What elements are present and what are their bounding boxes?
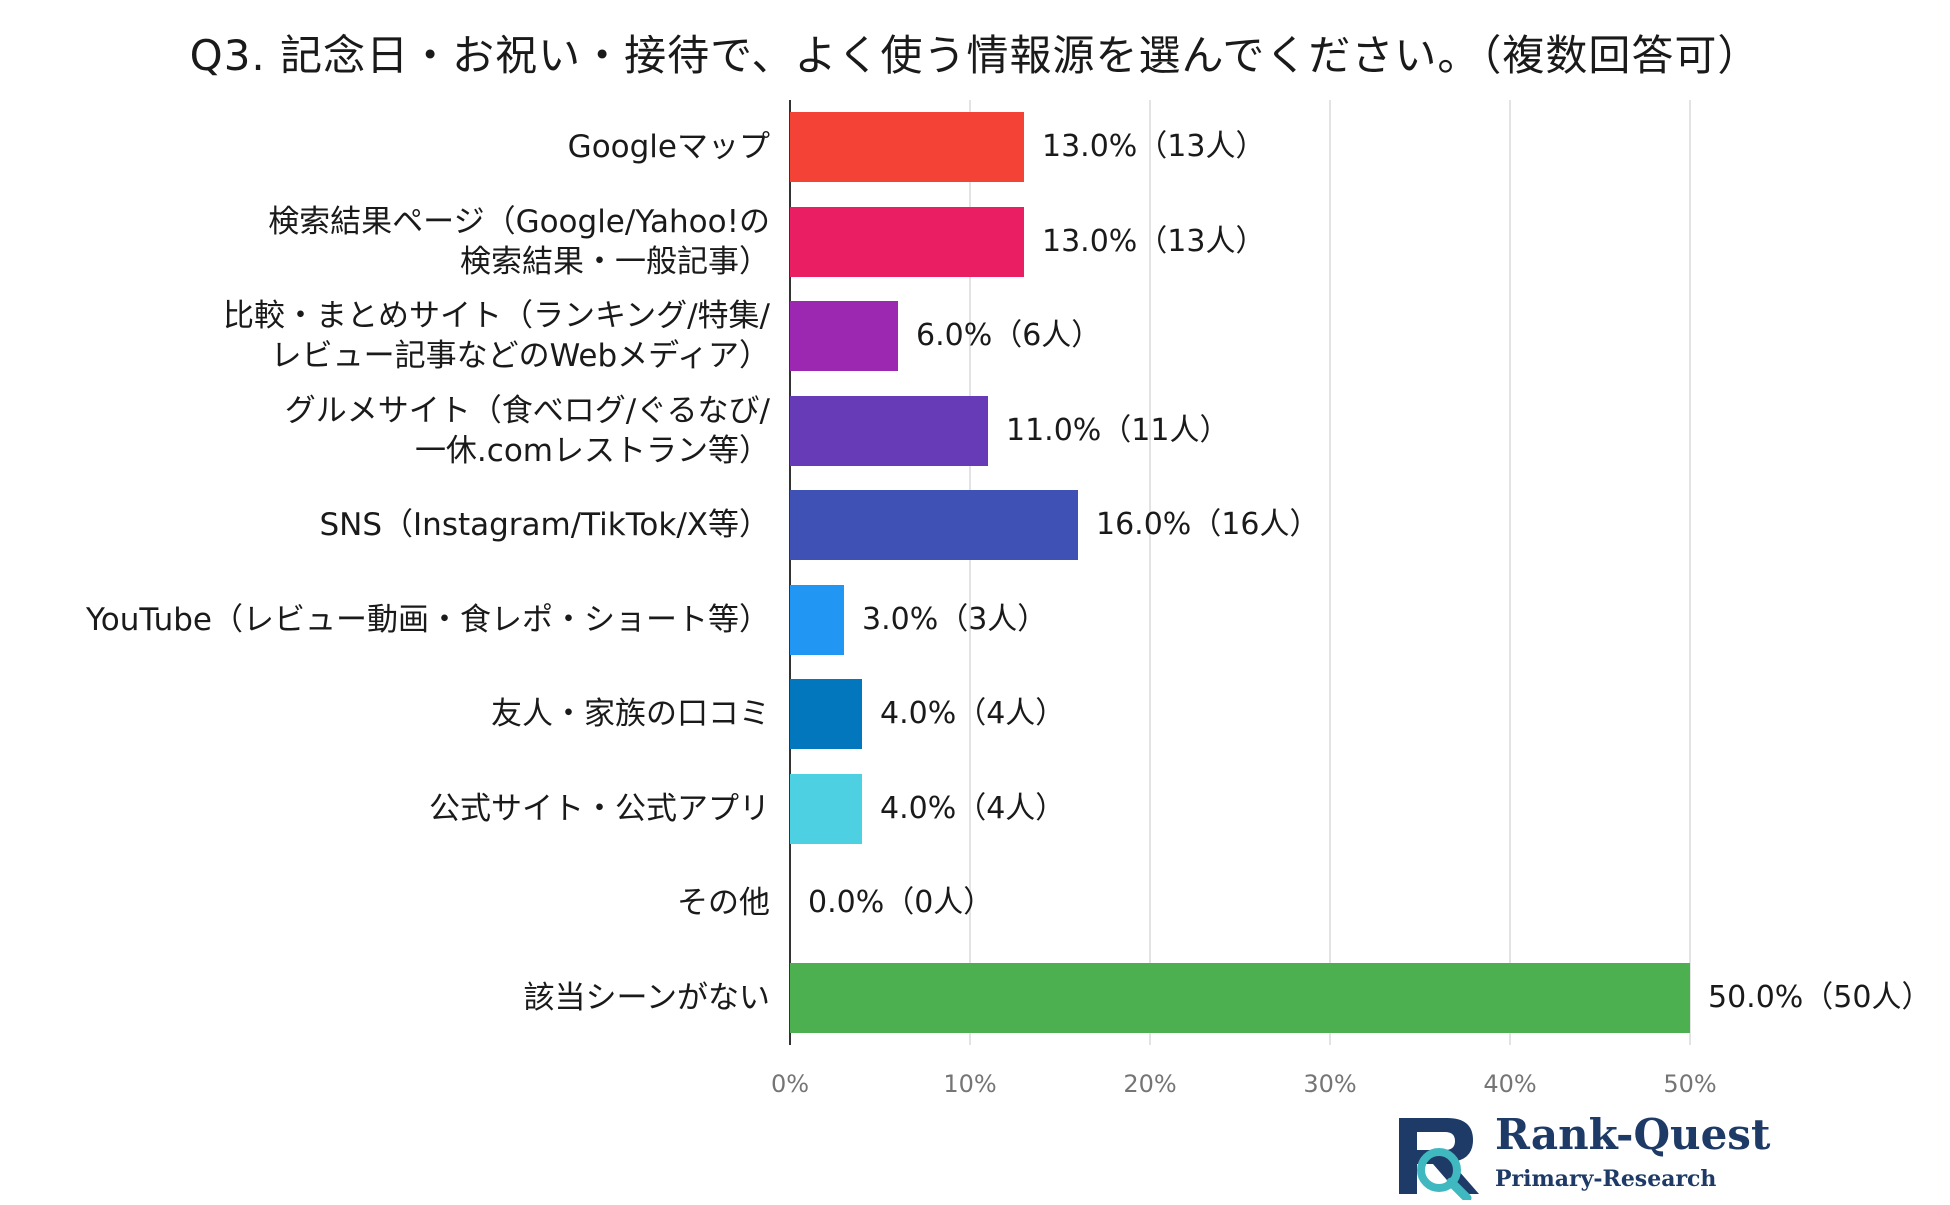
category-label: 友人・家族の口コミ (491, 696, 770, 733)
bar (790, 584, 844, 655)
x-tick-label: 10% (943, 1070, 997, 1098)
rank-quest-logo: Rank-Quest Primary-Research (1395, 1108, 1770, 1203)
bar (790, 773, 862, 844)
gridline (1509, 100, 1511, 1045)
data-label: 13.0%（13人） (1042, 223, 1266, 259)
data-label: 11.0%（11人） (1006, 412, 1230, 448)
x-tick-label: 0% (770, 1070, 810, 1098)
gridline (1689, 100, 1691, 1045)
logo-sub-text: Primary-Research (1495, 1166, 1717, 1192)
category-label: YouTube（レビュー動画・食レポ・ショート等） (85, 601, 770, 638)
x-tick-label: 50% (1663, 1070, 1717, 1098)
x-tick-label: 30% (1303, 1070, 1357, 1098)
bar (790, 301, 898, 372)
category-label: 検索結果ページ（Google/Yahoo!の 検索結果・一般記事） (268, 203, 770, 280)
data-label: 13.0%（13人） (1042, 129, 1266, 165)
gridline (1149, 100, 1151, 1045)
data-label: 50.0%（50人） (1708, 979, 1932, 1015)
gridline (969, 100, 971, 1045)
data-label: 4.0%（4人） (880, 790, 1066, 826)
data-label: 6.0%（6人） (916, 318, 1102, 354)
y-axis-line (789, 100, 791, 1045)
category-label: 該当シーンがない (523, 979, 770, 1016)
category-label: Googleマップ (567, 129, 770, 166)
bar (790, 679, 862, 750)
x-tick-label: 40% (1483, 1070, 1537, 1098)
category-label: SNS（Instagram/TikTok/X等） (319, 507, 770, 544)
chart-title: Q3. 記念日・お祝い・接待で、よく使う情報源を選んでください。（複数回答可） (189, 31, 1761, 80)
data-label: 4.0%（4人） (880, 696, 1066, 732)
category-label: 比較・まとめサイト（ランキング/特集/ レビュー記事などのWebメディア） (223, 298, 770, 375)
bar (790, 206, 1024, 277)
data-label: 3.0%（3人） (862, 601, 1048, 637)
bar (790, 962, 1690, 1033)
bar (790, 395, 988, 466)
bar (790, 112, 1024, 183)
category-label: その他 (677, 885, 770, 922)
logo-mark-icon (1399, 1118, 1479, 1203)
x-tick-label: 20% (1123, 1070, 1177, 1098)
category-label: グルメサイト（食べログ/ぐるなび/ 一休.comレストラン等） (284, 392, 770, 469)
category-label: 公式サイト・公式アプリ (429, 790, 770, 827)
data-label: 16.0%（16人） (1096, 507, 1320, 543)
logo-brand-text: Rank-Quest (1495, 1110, 1771, 1159)
bar (790, 490, 1078, 561)
gridline (1329, 100, 1331, 1045)
data-label: 0.0%（0人） (808, 885, 994, 921)
